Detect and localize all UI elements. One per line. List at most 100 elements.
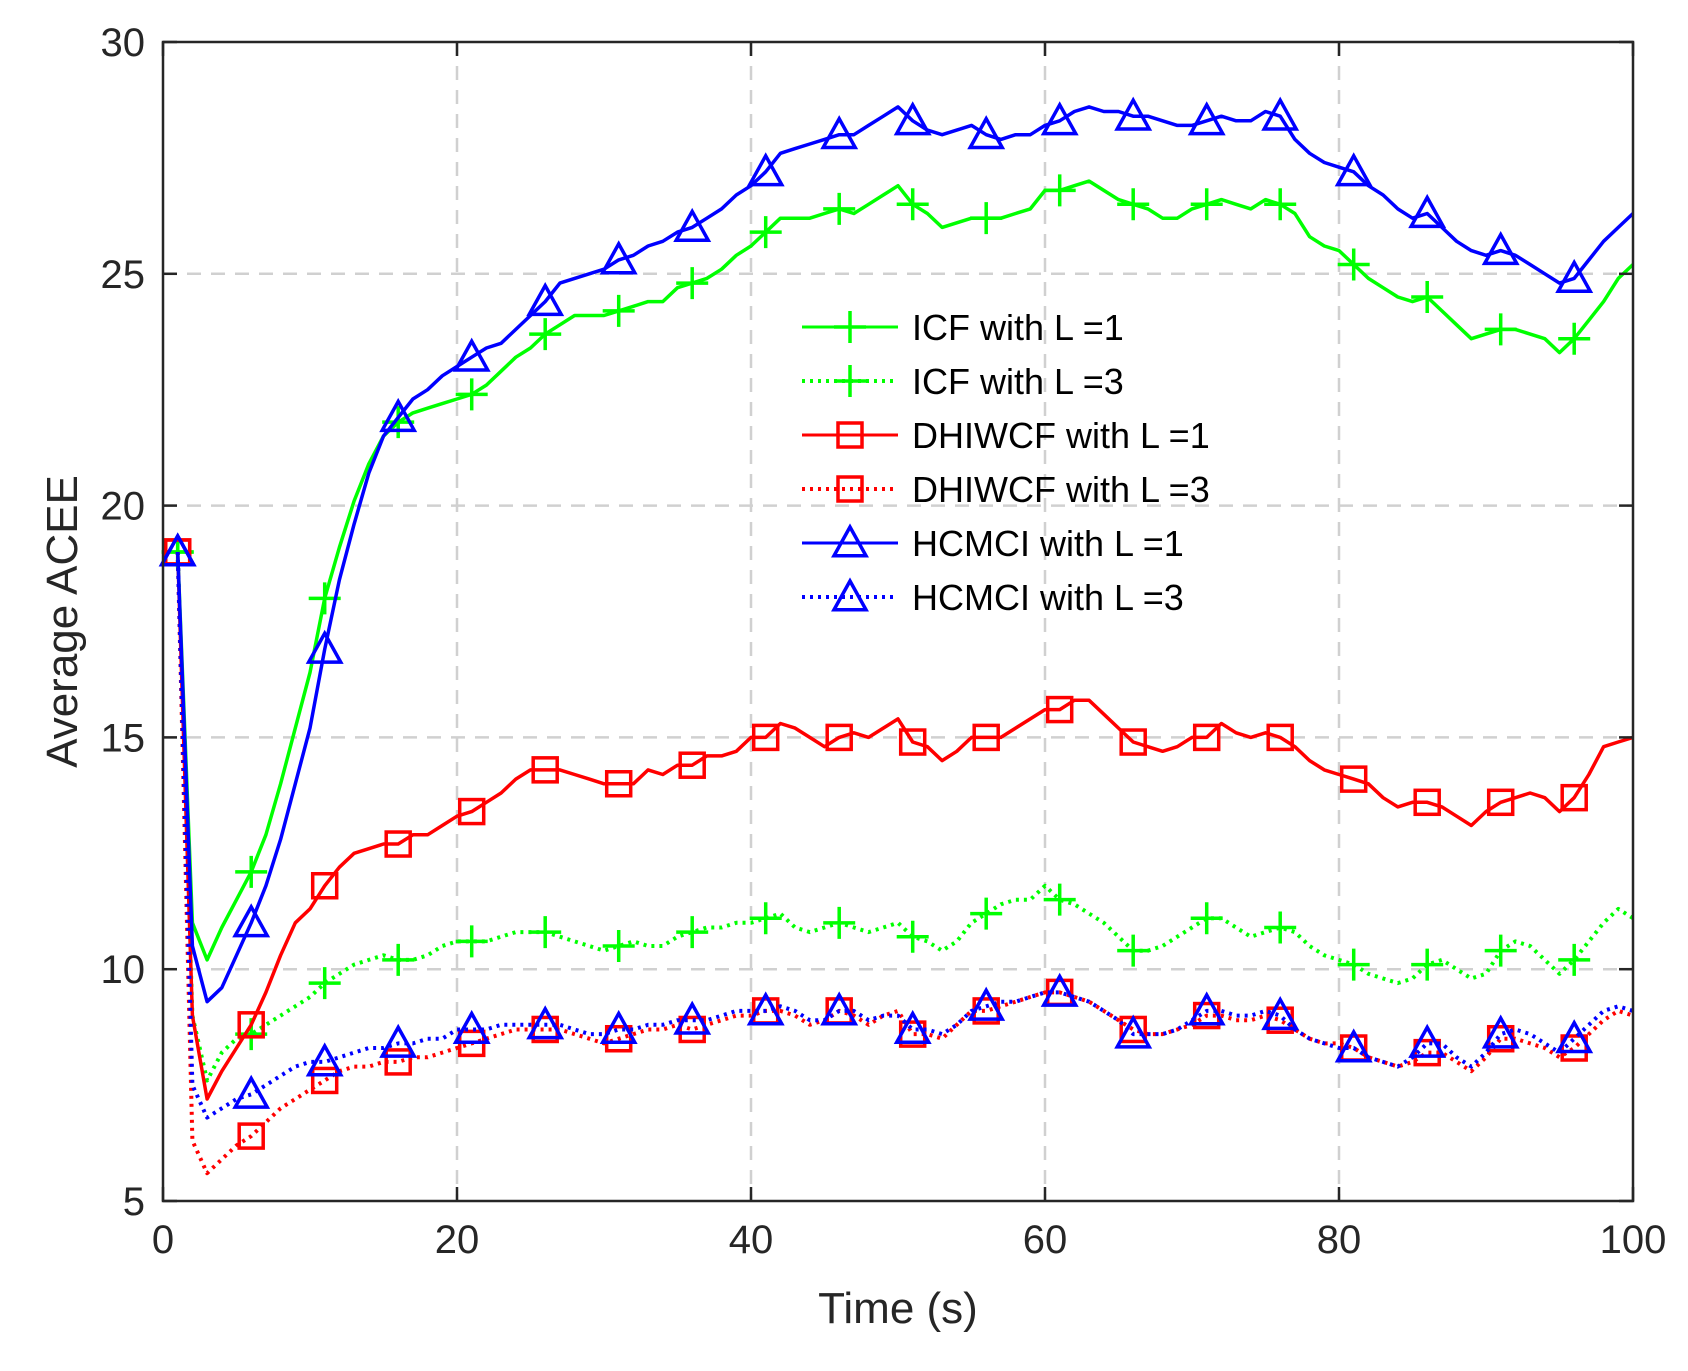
data-point	[526, 1005, 565, 1040]
data-point	[455, 925, 488, 958]
data-point	[232, 1074, 271, 1109]
legend-marker	[834, 311, 866, 343]
data-point	[1484, 934, 1517, 967]
data-point	[1481, 231, 1520, 266]
legend-label: ICF with L =3	[912, 361, 1124, 402]
data-point	[749, 902, 782, 935]
data-point	[1413, 1038, 1441, 1067]
tick-labels: 0 20 40 60 80 100 5 10 15 20 25 30	[101, 21, 1667, 1262]
data-point	[529, 916, 562, 949]
data-point	[1190, 188, 1223, 221]
data-point	[673, 207, 712, 242]
data-point	[1119, 728, 1147, 756]
data-point	[1187, 101, 1226, 136]
data-point	[1261, 995, 1300, 1031]
data-point	[673, 1000, 712, 1035]
data-point	[602, 294, 635, 327]
data-point	[1408, 1023, 1447, 1058]
series-hcmci-with-l-1	[158, 96, 1635, 1004]
data-point	[1040, 101, 1079, 136]
data-point	[379, 397, 418, 433]
data-point	[1117, 188, 1150, 221]
y-tick-label: 30	[101, 21, 146, 65]
data-point	[820, 115, 859, 150]
data-point	[970, 897, 1003, 930]
legend-marker	[836, 421, 864, 449]
data-point	[1266, 723, 1294, 752]
data-point	[1555, 1019, 1594, 1054]
data-point	[457, 797, 486, 826]
data-point	[1190, 902, 1223, 935]
data-point	[972, 723, 1000, 752]
legend-marker	[831, 577, 869, 612]
data-point	[678, 751, 706, 779]
data-point	[967, 986, 1006, 1021]
legend-label: HCMCI with L =3	[912, 577, 1184, 618]
data-point	[310, 872, 339, 900]
data-point	[1558, 943, 1591, 976]
y-axis-title: Average ACEE	[38, 475, 87, 768]
data-point	[825, 723, 853, 752]
series-line	[175, 551, 1634, 1120]
legend-entry: HCMCI with L =3	[802, 577, 1184, 618]
series-dhiwcf-with-l-1	[163, 538, 1634, 1101]
data-point	[604, 770, 633, 798]
legend: ICF with L =1 ICF with L =3 DHIWCF with L …	[802, 307, 1210, 618]
data-point	[1558, 322, 1591, 355]
data-point	[1408, 193, 1447, 229]
data-point	[384, 1048, 412, 1076]
y-tick-label: 5	[123, 1180, 145, 1224]
data-point	[676, 267, 709, 300]
data-point	[751, 723, 780, 752]
data-point	[1040, 972, 1079, 1007]
data-point	[1043, 883, 1076, 916]
data-point	[898, 728, 927, 756]
legend-entry: DHIWCF with L =1	[802, 415, 1210, 456]
data-point	[604, 1024, 633, 1053]
data-point	[970, 202, 1003, 235]
data-point	[1484, 313, 1517, 346]
data-point	[1337, 948, 1370, 981]
data-point	[382, 943, 415, 976]
data-point	[896, 188, 929, 221]
data-point	[823, 906, 856, 939]
data-point	[305, 1042, 344, 1077]
x-tick-label: 60	[1023, 1218, 1068, 1262]
data-point	[676, 916, 709, 949]
data-point	[452, 337, 491, 372]
grid	[163, 42, 1633, 1201]
data-point	[1117, 934, 1150, 967]
y-tick-label: 20	[101, 485, 146, 529]
data-point	[1192, 723, 1221, 752]
data-point	[526, 282, 565, 317]
legend-entry: HCMCI with L =1	[802, 523, 1184, 564]
data-point	[308, 967, 341, 1000]
data-point	[232, 903, 271, 938]
data-point	[1337, 248, 1370, 281]
data-point	[452, 1009, 491, 1045]
data-point	[1411, 280, 1444, 313]
data-point	[602, 930, 635, 963]
data-point	[599, 240, 638, 275]
data-point	[1261, 96, 1300, 131]
data-point	[1486, 788, 1515, 817]
data-point	[1334, 152, 1373, 187]
legend-label: ICF with L =1	[912, 307, 1124, 348]
x-axis-title: Time (s)	[818, 1284, 978, 1333]
data-point	[1339, 765, 1368, 793]
x-tick-label: 20	[435, 1218, 480, 1262]
data-point	[1114, 96, 1153, 131]
data-point	[599, 1009, 638, 1045]
x-tick-label: 0	[152, 1218, 174, 1262]
data-point	[237, 1011, 265, 1039]
y-tick-label: 10	[101, 948, 146, 992]
data-point	[1264, 188, 1297, 221]
data-point	[1555, 258, 1594, 293]
legend-marker	[831, 523, 869, 558]
series-line	[175, 551, 1635, 1083]
data-point	[235, 855, 268, 888]
data-point	[1043, 174, 1076, 207]
axes	[161, 40, 1635, 1203]
